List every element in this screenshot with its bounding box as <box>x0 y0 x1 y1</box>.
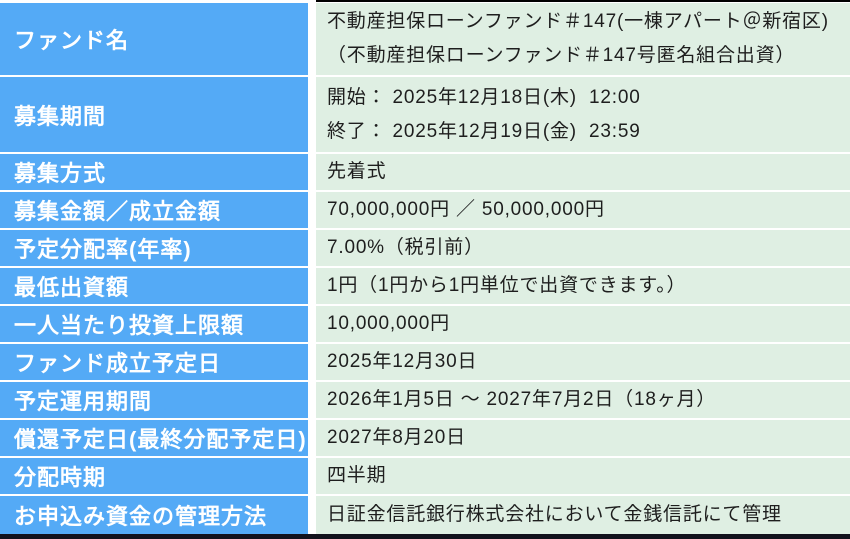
table-row: ファンド名 不動産担保ローンファンド＃147(一棟アパート＠新宿区) （不動産担保… <box>0 3 850 75</box>
row-value: 先着式 <box>316 154 850 190</box>
row-value: 2026年1月5日 ～ 2027年7月2日（18ヶ月） <box>316 382 850 418</box>
row-value: 70,000,000円 ／ 50,000,000円 <box>316 192 850 228</box>
row-value-line: 四半期 <box>327 465 387 486</box>
row-label: お申込み資金の管理方法 <box>0 496 308 534</box>
row-label-text: 募集金額／成立金額 <box>14 199 222 224</box>
row-label: 募集期間 <box>0 77 308 152</box>
row-value: 1円（1円から1円単位で出資できます。） <box>316 268 850 304</box>
row-value-line: （不動産担保ローンファンド＃147号匿名組合出資） <box>327 45 796 66</box>
table-row: 募集方式 先着式 <box>0 154 850 190</box>
row-label-text: 償還予定日(最終分配予定日) <box>14 427 307 452</box>
row-label: 募集金額／成立金額 <box>0 192 308 228</box>
row-label-text: 募集方式 <box>14 161 107 186</box>
row-value-line: 10,000,000円 <box>327 313 450 334</box>
table-row: 予定分配率(年率) 7.00%（税引前） <box>0 230 850 266</box>
row-label: ファンド名 <box>0 3 308 75</box>
row-label: 分配時期 <box>0 458 308 494</box>
row-value-line: 終了： 2025年12月19日(金) 23:59 <box>327 120 641 142</box>
row-value-line: 2026年1月5日 ～ 2027年7月2日（18ヶ月） <box>327 389 717 410</box>
table-row: 募集金額／成立金額 70,000,000円 ／ 50,000,000円 <box>0 192 850 228</box>
table-row: 分配時期 四半期 <box>0 458 850 494</box>
row-value: 日証金信託銀行株式会社において金銭信託にて管理 <box>316 496 850 534</box>
row-value-line: 不動産担保ローンファンド＃147(一棟アパート＠新宿区) <box>327 11 829 32</box>
row-label: 償還予定日(最終分配予定日) <box>0 420 308 456</box>
row-label: 最低出資額 <box>0 268 308 304</box>
table-row: 募集期間 開始： 2025年12月18日(木) 12:00 終了： 2025年12… <box>0 77 850 152</box>
table-row: 償還予定日(最終分配予定日) 2027年8月20日 <box>0 420 850 456</box>
row-value-line: 2025年12月30日 <box>327 351 478 372</box>
table-row: 予定運用期間 2026年1月5日 ～ 2027年7月2日（18ヶ月） <box>0 382 850 418</box>
value-column-top-border <box>316 0 850 2</box>
row-value: 2027年8月20日 <box>316 420 850 456</box>
row-label-text: 一人当たり投資上限額 <box>14 313 245 338</box>
row-label-text: 予定運用期間 <box>14 389 153 414</box>
row-label: 予定運用期間 <box>0 382 308 418</box>
row-label-text: ファンド名 <box>14 28 130 53</box>
cropped-next-row-bar <box>0 534 850 539</box>
row-label: ファンド成立予定日 <box>0 344 308 380</box>
table-rows: ファンド名 不動産担保ローンファンド＃147(一棟アパート＠新宿区) （不動産担保… <box>0 3 850 534</box>
row-value: 7.00%（税引前） <box>316 230 850 266</box>
row-value: 開始： 2025年12月18日(木) 12:00 終了： 2025年12月19日(… <box>316 77 850 152</box>
table-row: お申込み資金の管理方法 日証金信託銀行株式会社において金銭信託にて管理 <box>0 496 850 534</box>
row-label-text: 予定分配率(年率) <box>14 237 192 262</box>
row-value-line: 日証金信託銀行株式会社において金銭信託にて管理 <box>327 504 782 525</box>
row-label-text: 分配時期 <box>14 465 107 490</box>
row-value: 10,000,000円 <box>316 306 850 342</box>
table-row: ファンド成立予定日 2025年12月30日 <box>0 344 850 380</box>
row-label-text: ファンド成立予定日 <box>14 351 222 376</box>
row-label: 一人当たり投資上限額 <box>0 306 308 342</box>
row-label-text: 最低出資額 <box>14 275 130 300</box>
row-value-line: 開始： 2025年12月18日(木) 12:00 <box>327 86 641 108</box>
row-value: 2025年12月30日 <box>316 344 850 380</box>
row-value-line: 2027年8月20日 <box>327 427 466 448</box>
row-label: 募集方式 <box>0 154 308 190</box>
row-label-text: 募集期間 <box>14 103 107 129</box>
row-label-text: お申込み資金の管理方法 <box>14 504 268 529</box>
row-value: 四半期 <box>316 458 850 494</box>
row-value-line: 先着式 <box>327 161 387 182</box>
row-value: 不動産担保ローンファンド＃147(一棟アパート＠新宿区) （不動産担保ローンファン… <box>316 3 850 75</box>
row-value-line: 1円（1円から1円単位で出資できます。） <box>327 275 687 296</box>
row-value-line: 70,000,000円 ／ 50,000,000円 <box>327 199 605 220</box>
table-row: 最低出資額 1円（1円から1円単位で出資できます。） <box>0 268 850 304</box>
row-label: 予定分配率(年率) <box>0 230 308 266</box>
table-row: 一人当たり投資上限額 10,000,000円 <box>0 306 850 342</box>
row-value-line: 7.00%（税引前） <box>327 237 484 258</box>
